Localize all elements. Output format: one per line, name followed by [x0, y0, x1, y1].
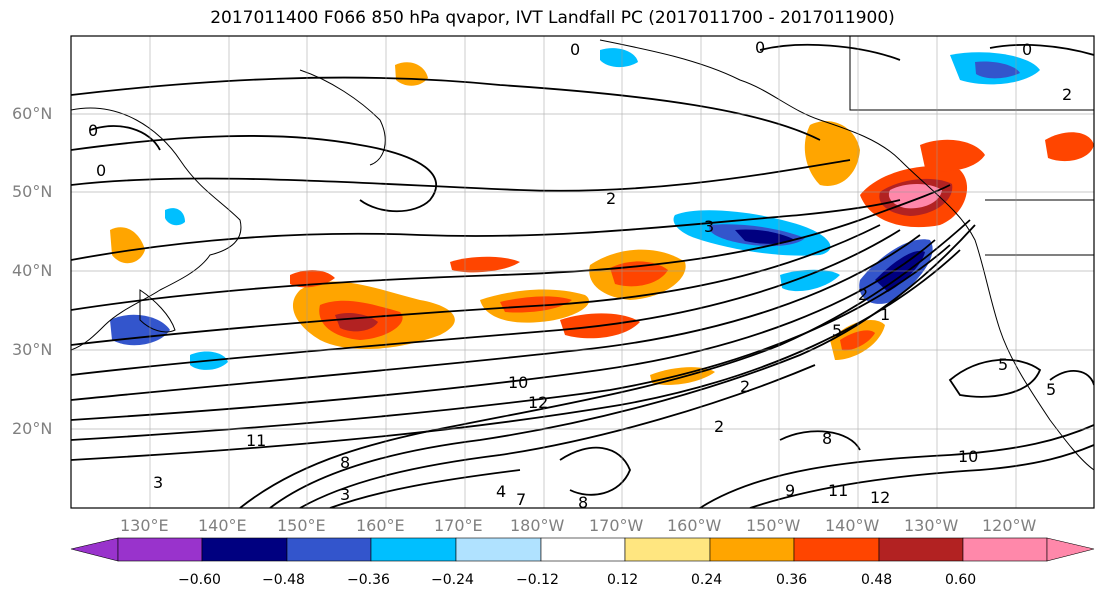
coastlines — [71, 36, 1094, 471]
negative-anomaly-central-peak — [735, 229, 795, 244]
contour-label: 7 — [516, 490, 526, 509]
negative-anomaly-small-2 — [165, 208, 185, 226]
colorbar — [70, 537, 1095, 562]
contour-label: 2 — [1062, 85, 1072, 104]
contour-label: 5 — [1046, 380, 1056, 399]
contour-label: 0 — [1022, 40, 1032, 59]
colorbar-tick: −0.60 — [178, 572, 221, 588]
colorbar-cell — [70, 537, 119, 562]
colorbar-cell — [624, 537, 711, 562]
contour-label: 5 — [998, 355, 1008, 374]
colorbar-cell — [370, 537, 457, 562]
positive-anomaly-northeast-pink — [888, 184, 942, 209]
contour-label: 8 — [578, 493, 588, 512]
colorbar-cell — [455, 537, 542, 562]
contour-label: 1 — [880, 305, 890, 324]
map-area: 0 0 0 2 0 0 2 2 3 5 10 12 11 8 3 3 4 7 8… — [71, 36, 1094, 512]
map-frame — [70, 35, 1095, 509]
kamchatka-coast — [299, 69, 386, 166]
contour-label: 3 — [340, 485, 350, 504]
colorbar-tick: −0.24 — [431, 572, 474, 588]
alaska-coast — [599, 39, 901, 161]
positive-anomaly-small-2 — [450, 256, 520, 273]
colorbar-cell — [1046, 537, 1095, 562]
contour-label: 11 — [828, 481, 848, 500]
lon-label: 170°W — [589, 516, 644, 535]
negative-anomaly-japan — [110, 314, 170, 346]
positive-anomaly-alaska — [804, 121, 860, 186]
plot-title: 2017011400 F066 850 hPa qvapor, IVT Land… — [210, 8, 895, 28]
contour-label: 10 — [958, 447, 978, 466]
lon-label: 150°E — [277, 516, 326, 535]
colorbar-cell — [117, 537, 203, 562]
positive-anomaly-mid-core — [500, 296, 572, 313]
colorbar-tick: 0.24 — [691, 572, 723, 588]
lon-label: 160°W — [667, 516, 722, 535]
contour-label: 2 — [858, 285, 868, 304]
positive-anomaly-far-east — [1045, 132, 1094, 162]
lon-label: 120°W — [982, 516, 1037, 535]
contour-labels: 0 0 0 2 0 0 2 2 3 5 10 12 11 8 3 3 4 7 8… — [88, 38, 1072, 512]
colorbar-cell — [540, 537, 626, 562]
contour-label: 3 — [153, 473, 163, 492]
lon-label: 180°W — [510, 516, 565, 535]
contour-label: 4 — [496, 482, 506, 501]
lon-label: 130°E — [120, 516, 169, 535]
graticule — [71, 36, 1094, 508]
contour-label: 8 — [822, 429, 832, 448]
positive-anomaly-coast-2 — [840, 330, 875, 351]
colorbar-cell — [878, 537, 964, 562]
contour-label: 0 — [570, 40, 580, 59]
negative-anomaly-north-core — [975, 61, 1020, 79]
contour-label: 0 — [96, 161, 106, 180]
lat-label: 40°N — [12, 261, 53, 280]
contour-label: 3 — [704, 217, 714, 236]
contour-label: 11 — [246, 431, 266, 450]
negative-anomaly-band — [780, 269, 840, 292]
lon-label: 150°W — [746, 516, 801, 535]
lat-label: 20°N — [12, 419, 53, 438]
contour-label: 12 — [870, 488, 890, 507]
negative-anomaly-coast-core — [875, 250, 925, 292]
japan-coast — [139, 289, 176, 333]
contour-label: 8 — [340, 453, 350, 472]
colorbar-tick: 0.12 — [607, 572, 639, 588]
negative-anomaly-small-3 — [600, 48, 638, 68]
ivt-contours — [71, 43, 1094, 508]
lon-label: 160°E — [356, 516, 405, 535]
contour-label: 5 — [832, 321, 842, 340]
contour-label: 2 — [740, 377, 750, 396]
colorbar-tick: 0.36 — [776, 572, 808, 588]
border-1 — [849, 36, 1094, 111]
lon-label: 170°E — [434, 516, 483, 535]
colorbar-cell — [962, 537, 1048, 562]
contour-label: 2 — [714, 417, 724, 436]
colorbar-tick: 0.60 — [945, 572, 977, 588]
contour-label: 0 — [755, 38, 765, 57]
asia-coast — [71, 107, 242, 351]
colorbar-cell — [201, 537, 288, 562]
contour-label: 10 — [508, 373, 528, 392]
colorbar-cell — [793, 537, 880, 562]
lat-label: 60°N — [12, 104, 53, 123]
positive-anomaly-japan — [110, 227, 145, 264]
lon-label: 140°W — [825, 516, 880, 535]
lon-label: 140°E — [198, 516, 247, 535]
lat-label: 50°N — [12, 182, 53, 201]
contour-label: 12 — [528, 393, 548, 412]
lat-label: 30°N — [12, 340, 53, 359]
colorbar-tick: −0.36 — [347, 572, 390, 588]
positive-anomaly-canada — [920, 139, 985, 172]
colorbar-cell — [286, 537, 372, 562]
colorbar-tick: −0.48 — [262, 572, 305, 588]
colorbar-tick: −0.12 — [516, 572, 559, 588]
colorbar-cell — [709, 537, 795, 562]
contour-label: 0 — [88, 121, 98, 140]
lon-label: 130°W — [904, 516, 959, 535]
colorbar-tick: 0.48 — [861, 572, 893, 588]
contour-label: 2 — [606, 189, 616, 208]
north-america-coast — [899, 159, 1094, 471]
contour-label: 9 — [785, 481, 795, 500]
